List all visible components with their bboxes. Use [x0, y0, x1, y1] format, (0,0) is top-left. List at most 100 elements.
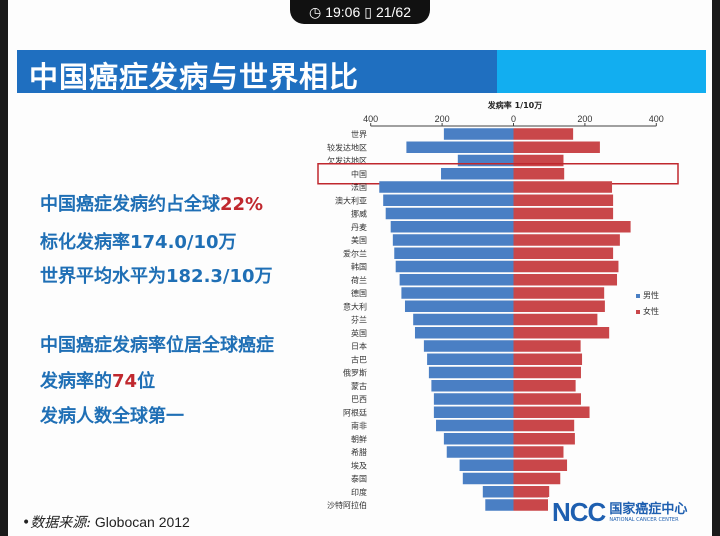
bullet-2: 标化发病率174.0/10万: [40, 232, 237, 253]
category-label: 埃及: [351, 460, 367, 470]
bar-male: [392, 234, 514, 246]
category-label: 朝鲜: [351, 434, 367, 444]
category-label: 较发达地区: [327, 142, 367, 152]
bar-female: [513, 234, 620, 246]
bar-female: [513, 499, 551, 511]
ncc-logo: NCC 国家癌症中心 NATIONAL CANCER CENTER: [548, 497, 692, 528]
bar-male: [433, 406, 514, 418]
bar-male: [390, 221, 514, 233]
category-label: 俄罗斯: [343, 368, 367, 378]
bar-female: [513, 247, 614, 259]
bar-male: [427, 353, 514, 365]
legend-label: 女性: [643, 306, 659, 316]
bullet-4: 中国癌症发病率位居全球癌症: [40, 335, 274, 356]
bullet-1: 中国癌症发病约占全球22%: [40, 194, 264, 215]
page-counter: 21/62: [375, 4, 412, 20]
x-tick-label: 400: [363, 114, 378, 124]
category-label: 印度: [351, 487, 367, 497]
bar-male: [401, 287, 514, 299]
bar-female: [513, 406, 590, 418]
bar-female: [513, 141, 600, 153]
bar-female: [513, 168, 565, 180]
bullet-5: 发病率的74位: [40, 371, 156, 392]
bar-female: [513, 393, 581, 405]
bar-female: [513, 472, 561, 485]
bar-female: [513, 459, 568, 471]
category-label: 澳大利亚: [335, 195, 367, 205]
category-label: 芬兰: [351, 315, 367, 325]
legend-swatch: [636, 310, 640, 314]
status-bar: ◷ 19:06 ▯ 21/62: [290, 0, 430, 24]
x-tick-label: 0: [511, 114, 516, 124]
category-label: 意大利: [343, 301, 367, 311]
category-label: 欠发达地区: [327, 156, 367, 166]
bar-female: [513, 313, 598, 326]
bar-male: [428, 366, 514, 379]
category-label: 希腊: [351, 447, 367, 457]
bar-female: [513, 380, 576, 392]
category-label: 日本: [351, 341, 367, 351]
category-label: 韩国: [351, 262, 367, 272]
bar-female: [513, 274, 618, 286]
bullet-3: 世界平均水平为182.3/10万: [40, 266, 273, 287]
category-label: 德国: [351, 288, 367, 298]
bar-female: [513, 300, 605, 312]
time: 19:06: [325, 4, 361, 20]
bar-female: [513, 260, 619, 273]
legend-swatch: [636, 294, 640, 298]
slide-title: 中国癌症发病与世界相比: [29, 60, 360, 94]
bar-male: [413, 313, 514, 326]
bar-male: [431, 380, 514, 392]
category-label: 世界: [351, 129, 367, 139]
bar-female: [513, 353, 583, 365]
bar-female: [513, 327, 610, 339]
bar-female: [513, 207, 614, 220]
bar-male: [433, 393, 514, 405]
category-label: 丹麦: [351, 222, 367, 232]
bar-male: [423, 340, 514, 352]
bar-male: [394, 247, 514, 259]
bar-male: [462, 472, 514, 485]
category-label: 沙特阿拉伯: [327, 500, 367, 510]
x-tick-label: 200: [435, 114, 450, 124]
bar-male: [383, 194, 514, 206]
bar-male: [379, 181, 514, 193]
bar-female: [513, 433, 575, 445]
category-label: 英国: [351, 328, 367, 338]
bar-female: [513, 419, 575, 432]
category-label: 阿根廷: [343, 407, 367, 417]
axis-title: 发病率 1/10万: [487, 100, 542, 110]
category-label: 美国: [351, 235, 367, 245]
bar-male: [443, 433, 514, 445]
category-label: 爱尔兰: [343, 248, 367, 258]
bar-male: [404, 300, 514, 312]
bar-female: [513, 194, 614, 206]
bar-male: [482, 486, 514, 498]
bar-male: [457, 154, 514, 167]
legend-label: 男性: [643, 290, 659, 300]
bar-male: [406, 141, 514, 153]
category-label: 法国: [351, 182, 367, 192]
category-label: 南非: [351, 421, 367, 431]
data-source: •数据来源: Globocan 2012: [22, 514, 190, 531]
bar-male: [399, 274, 514, 286]
bar-female: [513, 128, 574, 140]
bar-female: [513, 446, 564, 458]
bar-male: [441, 168, 514, 180]
x-tick-label: 200: [577, 114, 592, 124]
bar-male: [443, 128, 514, 140]
bar-female: [513, 366, 581, 379]
category-label: 泰国: [351, 474, 367, 484]
bar-female: [513, 486, 550, 498]
page-icon: ▯: [364, 3, 372, 20]
category-label: 巴西: [351, 395, 367, 404]
bar-male: [459, 459, 514, 471]
bar-female: [513, 287, 605, 299]
bar-male: [446, 446, 514, 458]
x-tick-label: 400: [649, 114, 664, 124]
bar-male: [414, 327, 514, 339]
bar-male: [436, 419, 514, 432]
bar-male: [485, 499, 514, 511]
category-label: 中国: [351, 169, 367, 179]
